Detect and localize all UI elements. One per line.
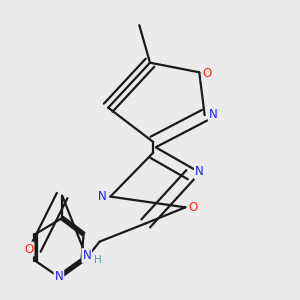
Text: O: O [24, 243, 34, 256]
Text: N: N [55, 271, 63, 284]
Text: N: N [82, 249, 91, 262]
Text: H: H [94, 255, 101, 265]
Text: N: N [98, 190, 106, 203]
Text: N: N [195, 166, 204, 178]
Text: O: O [188, 201, 197, 214]
Text: N: N [209, 108, 218, 121]
Text: O: O [202, 67, 212, 80]
